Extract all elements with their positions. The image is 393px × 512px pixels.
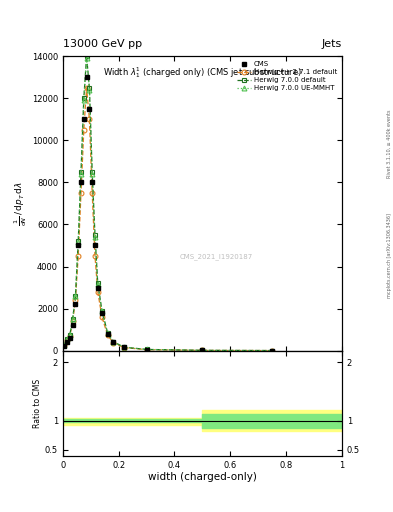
Herwig++ 2.7.1 default <box>68 333 72 339</box>
Herwig 7.0.0 default <box>144 346 149 352</box>
CMS <box>95 285 100 291</box>
Line: Herwig 7.0.0 UE-MMHT: Herwig 7.0.0 UE-MMHT <box>62 56 275 353</box>
Text: 13000 GeV pp: 13000 GeV pp <box>63 38 142 49</box>
Text: Rivet 3.1.10, ≥ 400k events: Rivet 3.1.10, ≥ 400k events <box>387 109 391 178</box>
Herwig++ 2.7.1 default <box>270 348 275 354</box>
Herwig 7.0.0 UE-MMHT <box>111 339 116 345</box>
Herwig++ 2.7.1 default <box>200 347 205 353</box>
Herwig 7.0.0 UE-MMHT <box>65 336 70 343</box>
Herwig++ 2.7.1 default <box>95 289 100 295</box>
Text: Jets: Jets <box>321 38 342 49</box>
Herwig 7.0.0 UE-MMHT <box>81 97 86 103</box>
CMS <box>73 301 78 307</box>
Herwig 7.0.0 UE-MMHT <box>76 239 81 245</box>
Herwig 7.0.0 UE-MMHT <box>87 87 92 93</box>
Herwig 7.0.0 UE-MMHT <box>68 332 72 338</box>
CMS <box>65 339 70 345</box>
CMS <box>76 242 81 248</box>
Herwig 7.0.0 default <box>93 232 97 238</box>
Herwig++ 2.7.1 default <box>99 314 104 320</box>
Herwig++ 2.7.1 default <box>105 332 110 338</box>
Herwig 7.0.0 default <box>62 342 67 348</box>
X-axis label: width (charged-only): width (charged-only) <box>148 472 257 482</box>
Herwig 7.0.0 UE-MMHT <box>200 347 205 353</box>
Y-axis label: Ratio to CMS: Ratio to CMS <box>33 378 42 428</box>
Legend: CMS, Herwig++ 2.7.1 default, Herwig 7.0.0 default, Herwig 7.0.0 UE-MMHT: CMS, Herwig++ 2.7.1 default, Herwig 7.0.… <box>236 60 338 93</box>
Herwig 7.0.0 UE-MMHT <box>95 281 100 287</box>
CMS <box>68 335 72 341</box>
Herwig 7.0.0 default <box>95 280 100 286</box>
Herwig++ 2.7.1 default <box>122 345 127 351</box>
CMS <box>90 179 95 185</box>
Herwig 7.0.0 default <box>81 95 86 101</box>
Text: mcplots.cern.ch [arXiv:1306.3436]: mcplots.cern.ch [arXiv:1306.3436] <box>387 214 391 298</box>
Herwig 7.0.0 default <box>111 338 116 345</box>
Text: CMS_2021_I1920187: CMS_2021_I1920187 <box>180 253 253 260</box>
CMS <box>105 331 110 337</box>
Herwig 7.0.0 UE-MMHT <box>99 308 104 314</box>
Herwig 7.0.0 default <box>84 53 89 59</box>
CMS <box>93 242 97 248</box>
Herwig 7.0.0 UE-MMHT <box>70 316 75 323</box>
Herwig++ 2.7.1 default <box>144 347 149 353</box>
Herwig 7.0.0 default <box>87 85 92 91</box>
Herwig++ 2.7.1 default <box>76 253 81 259</box>
Herwig 7.0.0 UE-MMHT <box>270 348 275 354</box>
Herwig 7.0.0 default <box>200 347 205 353</box>
Herwig 7.0.0 default <box>73 293 78 299</box>
CMS <box>62 344 67 350</box>
Herwig++ 2.7.1 default <box>84 85 89 91</box>
CMS <box>99 310 104 316</box>
Herwig 7.0.0 UE-MMHT <box>93 234 97 240</box>
Herwig++ 2.7.1 default <box>79 190 83 196</box>
Text: Width $\lambda_1^1$ (charged only) (CMS jet substructure): Width $\lambda_1^1$ (charged only) (CMS … <box>103 65 302 80</box>
Herwig 7.0.0 UE-MMHT <box>144 347 149 353</box>
CMS <box>81 116 86 122</box>
Herwig 7.0.0 default <box>90 169 95 175</box>
Herwig 7.0.0 UE-MMHT <box>73 293 78 300</box>
CMS <box>270 348 275 354</box>
Herwig++ 2.7.1 default <box>111 339 116 346</box>
Herwig++ 2.7.1 default <box>62 342 67 348</box>
Herwig 7.0.0 UE-MMHT <box>84 55 89 61</box>
Herwig++ 2.7.1 default <box>65 337 70 343</box>
CMS <box>70 322 75 328</box>
CMS <box>84 74 89 80</box>
Y-axis label: $\frac{1}{\mathrm{d}N}\,/\,\mathrm{d}p_T\,\mathrm{d}\lambda$: $\frac{1}{\mathrm{d}N}\,/\,\mathrm{d}p_T… <box>12 181 29 226</box>
Herwig++ 2.7.1 default <box>81 127 86 133</box>
Herwig 7.0.0 UE-MMHT <box>62 342 67 348</box>
Herwig 7.0.0 UE-MMHT <box>122 344 127 350</box>
CMS <box>79 179 83 185</box>
Herwig 7.0.0 UE-MMHT <box>105 330 110 336</box>
CMS <box>122 345 127 351</box>
Herwig 7.0.0 default <box>270 348 275 354</box>
Herwig 7.0.0 default <box>68 332 72 338</box>
Herwig 7.0.0 default <box>70 316 75 322</box>
Line: CMS: CMS <box>62 75 275 353</box>
CMS <box>111 339 116 345</box>
Herwig 7.0.0 default <box>105 330 110 336</box>
CMS <box>87 106 92 112</box>
CMS <box>144 347 149 353</box>
Line: Herwig 7.0.0 default: Herwig 7.0.0 default <box>62 54 275 353</box>
Herwig++ 2.7.1 default <box>87 116 92 122</box>
Herwig 7.0.0 default <box>99 308 104 314</box>
Herwig 7.0.0 default <box>65 336 70 342</box>
Herwig 7.0.0 default <box>79 169 83 175</box>
Herwig++ 2.7.1 default <box>70 318 75 324</box>
Herwig++ 2.7.1 default <box>73 297 78 303</box>
Herwig 7.0.0 default <box>76 238 81 244</box>
Herwig++ 2.7.1 default <box>90 190 95 196</box>
Herwig 7.0.0 UE-MMHT <box>90 171 95 177</box>
Herwig++ 2.7.1 default <box>93 253 97 259</box>
Herwig 7.0.0 default <box>122 344 127 350</box>
CMS <box>200 347 205 353</box>
Line: Herwig++ 2.7.1 default: Herwig++ 2.7.1 default <box>62 86 275 353</box>
Herwig 7.0.0 UE-MMHT <box>79 171 83 177</box>
